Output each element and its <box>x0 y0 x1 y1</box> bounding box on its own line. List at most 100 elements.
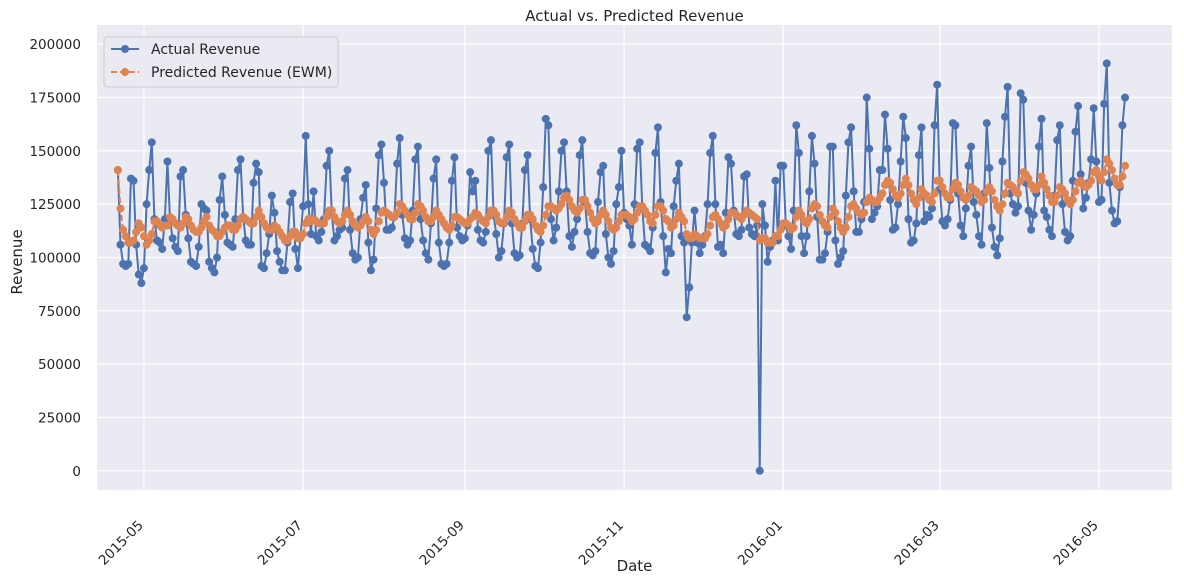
actual-revenue-point <box>1029 210 1038 219</box>
actual-revenue-point <box>653 123 662 132</box>
predicted-revenue-point <box>1115 180 1124 189</box>
predicted-revenue-point <box>1061 189 1070 198</box>
actual-revenue-point <box>880 110 889 119</box>
actual-revenue-point <box>742 170 751 179</box>
actual-revenue-point <box>737 225 746 234</box>
predicted-revenue-point <box>1105 159 1114 168</box>
actual-revenue-point <box>593 198 602 207</box>
actual-revenue-point <box>607 259 616 268</box>
actual-revenue-point <box>267 191 276 200</box>
predicted-revenue-point <box>593 217 602 226</box>
actual-revenue-point <box>442 259 451 268</box>
actual-revenue-point <box>698 240 707 249</box>
actual-revenue-point <box>1092 157 1101 166</box>
actual-revenue-point <box>802 232 811 241</box>
actual-revenue-point <box>810 159 819 168</box>
actual-revenue-point <box>364 238 373 247</box>
actual-revenue-point <box>484 146 493 155</box>
actual-revenue-point <box>528 244 537 253</box>
predicted-revenue-point <box>322 212 331 221</box>
x-tick-labels: 2015-05 2015-07 2015-09 2015-11 2016-01 2016-… <box>96 518 1102 569</box>
actual-revenue-point <box>129 176 138 185</box>
actual-revenue-point <box>794 148 803 157</box>
actual-revenue-point <box>210 268 219 277</box>
actual-revenue-point <box>309 187 318 196</box>
actual-revenue-point <box>1040 206 1049 215</box>
predicted-revenue-point <box>147 230 156 239</box>
actual-revenue-point <box>755 466 764 475</box>
actual-revenue-point <box>325 146 334 155</box>
actual-revenue-point <box>578 136 587 145</box>
predicted-revenue-point <box>1097 176 1106 185</box>
actual-revenue-point <box>361 180 370 189</box>
actual-revenue-point <box>1011 208 1020 217</box>
actual-revenue-point <box>870 208 879 217</box>
actual-revenue-point <box>544 121 553 130</box>
actual-revenue-point <box>1079 204 1088 213</box>
legend-actual-label: Actual Revenue <box>151 42 260 58</box>
predicted-revenue-point <box>374 217 383 226</box>
actual-revenue-point <box>1034 142 1043 151</box>
actual-revenue-point <box>429 174 438 183</box>
actual-revenue-point <box>862 93 871 102</box>
actual-revenue-point <box>220 210 229 219</box>
actual-revenue-point <box>377 140 386 149</box>
actual-revenue-point <box>421 249 430 258</box>
actual-revenue-point <box>393 159 402 168</box>
actual-revenue-point <box>896 157 905 166</box>
actual-revenue-point <box>380 178 389 187</box>
actual-revenue-point <box>969 198 978 207</box>
actual-revenue-point <box>612 200 621 209</box>
actual-revenue-point <box>473 225 482 234</box>
actual-revenue-point <box>233 166 242 175</box>
actual-revenue-point <box>787 244 796 253</box>
actual-revenue-point <box>591 247 600 256</box>
actual-revenue-point <box>145 166 154 175</box>
actual-revenue-point <box>1003 82 1012 91</box>
actual-revenue-point <box>1107 206 1116 215</box>
predicted-revenue-point <box>202 212 211 221</box>
actual-revenue-point <box>708 131 717 140</box>
predicted-revenue-point <box>327 206 336 215</box>
actual-revenue-point <box>280 266 289 275</box>
actual-revenue-point <box>682 313 691 322</box>
actual-revenue-point <box>432 155 441 164</box>
actual-revenue-point <box>1047 232 1056 241</box>
predicted-revenue-point <box>998 200 1007 209</box>
actual-revenue-point <box>967 142 976 151</box>
actual-revenue-point <box>993 251 1002 260</box>
actual-revenue-point <box>1102 59 1111 68</box>
actual-revenue-point <box>541 114 550 123</box>
actual-revenue-point <box>831 236 840 245</box>
predicted-revenue-point <box>815 210 824 219</box>
actual-revenue-point <box>560 138 569 147</box>
actual-revenue-point <box>314 236 323 245</box>
series-predicted-revenue <box>113 155 1130 249</box>
predicted-revenue-point <box>536 227 545 236</box>
predicted-revenue-point <box>565 195 574 204</box>
predicted-revenue-point <box>481 219 490 228</box>
predicted-revenue-point <box>648 219 657 228</box>
y-tick-label: 150000 <box>29 144 81 160</box>
predicted-revenue-point <box>583 202 592 211</box>
actual-revenue-point <box>249 178 258 187</box>
actual-revenue-point <box>930 121 939 130</box>
actual-revenue-point <box>995 234 1004 243</box>
actual-revenue-point <box>1001 112 1010 121</box>
actual-revenue-point <box>716 240 725 249</box>
actual-revenue-point <box>116 240 125 249</box>
predicted-revenue-point <box>249 219 258 228</box>
predicted-revenue-point <box>1100 168 1109 177</box>
predicted-revenue-point <box>137 223 146 232</box>
legend: Actual Revenue Predicted Revenue (EWM) <box>103 36 339 88</box>
predicted-revenue-point <box>528 215 537 224</box>
predicted-revenue-point <box>145 236 154 245</box>
predicted-revenue-point <box>1071 187 1080 196</box>
actual-revenue-point <box>1089 104 1098 113</box>
predicted-revenue-point <box>1045 191 1054 200</box>
predicted-revenue-point <box>1014 189 1023 198</box>
actual-revenue-point <box>481 227 490 236</box>
actual-revenue-point <box>627 240 636 249</box>
actual-revenue-point <box>1014 202 1023 211</box>
actual-revenue-point <box>912 219 921 228</box>
